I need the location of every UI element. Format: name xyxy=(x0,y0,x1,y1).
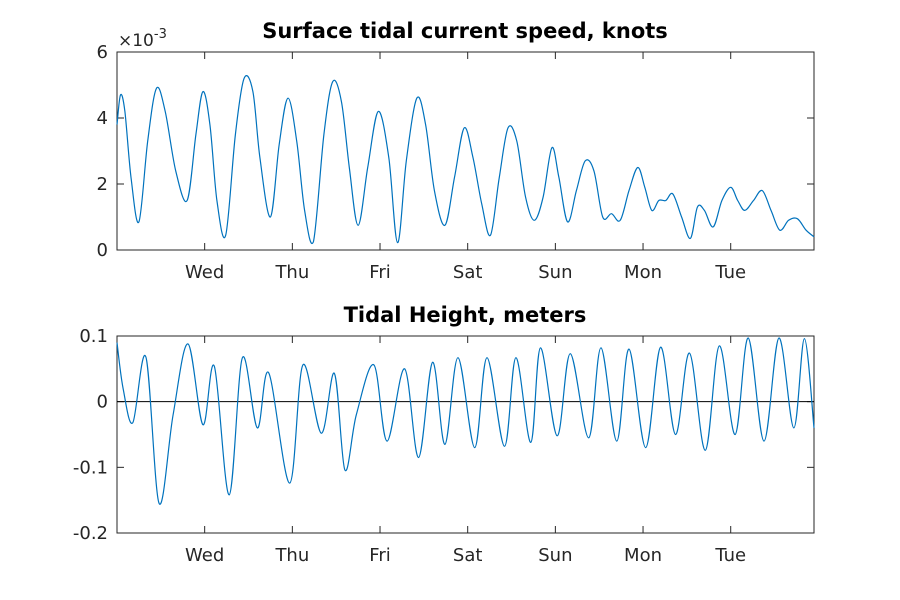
x-tick-label: Wed xyxy=(185,545,224,566)
y-tick-label: 0.1 xyxy=(79,326,108,347)
x-tick-label: Wed xyxy=(185,262,224,283)
current-speed-title: Surface tidal current speed, knots xyxy=(262,19,668,43)
x-tick-label: Tue xyxy=(714,545,746,566)
y-exponent-base: ×10 xyxy=(118,31,154,51)
series-line xyxy=(116,337,815,505)
y-tick-label: 4 xyxy=(97,108,108,129)
x-tick-label: Sun xyxy=(538,262,572,283)
tidal-height-title: Tidal Height, meters xyxy=(344,303,587,327)
y-tick-label: 6 xyxy=(97,42,108,63)
x-tick-label: Fri xyxy=(369,262,390,283)
x-tick-label: Mon xyxy=(624,545,662,566)
current-speed-axes xyxy=(116,51,815,251)
series-line xyxy=(116,75,815,245)
y-tick-label: 0 xyxy=(97,240,108,261)
tidal-height-panel: Tidal Height, meters Wed Thu Fri Sat Sun Mon T… xyxy=(73,303,815,566)
y-tick-label: 0 xyxy=(97,392,108,413)
x-tick-label: Fri xyxy=(369,545,390,566)
current-speed-panel: Surface tidal current speed, knots ×10-3… xyxy=(97,19,815,283)
x-tick-label: Thu xyxy=(274,262,309,283)
x-tick-label: Mon xyxy=(624,262,662,283)
x-tick-label: Tue xyxy=(714,262,746,283)
y-tick-label: -0.1 xyxy=(73,457,108,478)
x-tick-label: Sat xyxy=(453,262,483,283)
x-tick-label: Thu xyxy=(274,545,309,566)
x-tick-label: Sun xyxy=(538,545,572,566)
y-tick-label: 2 xyxy=(97,174,108,195)
y-tick-label: -0.2 xyxy=(73,523,108,544)
y-exponent-power: -3 xyxy=(154,27,167,42)
y-exponent-label: ×10-3 xyxy=(118,27,167,51)
tidal-height-axes xyxy=(116,335,815,534)
x-tick-label: Sat xyxy=(453,545,483,566)
